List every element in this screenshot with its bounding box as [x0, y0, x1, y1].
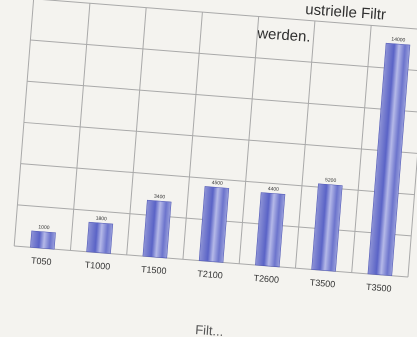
- x-tick-label: T3500: [309, 277, 335, 289]
- grid-line-h: [20, 163, 415, 196]
- bar-T3500: [311, 183, 343, 272]
- grid-line-v: [351, 25, 372, 273]
- grid-line-v: [238, 16, 260, 264]
- data-labels: 1000 1800 3400 4500 4400 5200 14000: [38, 37, 406, 232]
- bar-T1500: [142, 199, 172, 259]
- plot-area: T050 T1000 T1500 T2100 T2600 T3500 T3500 10001…: [13, 0, 417, 294]
- bar-T3500: [367, 42, 411, 277]
- x-tick-labels: T050 T1000 T1500 T2100 T2600 T3500 T3500: [31, 255, 392, 293]
- bar-T2600: [255, 192, 286, 268]
- x-axis-label-partial: Filt...: [195, 322, 224, 337]
- bar-T050: [30, 230, 56, 250]
- data-label: 1000: [38, 224, 50, 231]
- data-label: 1800: [95, 216, 107, 223]
- bars: [30, 42, 411, 277]
- x-tick-label: T2100: [197, 269, 223, 281]
- data-label: 5200: [325, 177, 337, 184]
- header-text-line1: ustrielle Filtr: [305, 1, 387, 24]
- data-label: 4400: [268, 186, 280, 193]
- x-tick-label: T1000: [84, 260, 110, 272]
- x-tick-label: T050: [31, 255, 52, 267]
- x-tick-label: T1500: [141, 264, 167, 276]
- grid-line-v: [126, 7, 147, 255]
- grid-line-h: [27, 80, 417, 113]
- data-label: 14000: [391, 37, 406, 44]
- grid-line-v: [294, 20, 316, 269]
- data-label: 4500: [211, 180, 223, 187]
- x-tick-label: T2600: [253, 273, 279, 285]
- grid-line-v: [182, 12, 203, 260]
- grid-line-v: [69, 3, 91, 251]
- data-label: 3400: [154, 194, 166, 201]
- grid-line-h: [23, 121, 417, 154]
- grid-line-v: [13, 0, 35, 247]
- grid-line-v: [407, 29, 417, 278]
- grid-line-h: [30, 39, 417, 72]
- bar-T1000: [86, 221, 114, 254]
- header-text-line2: werden.: [256, 25, 311, 46]
- grid-line-h: [33, 0, 417, 31]
- bar-T2100: [198, 186, 230, 263]
- x-tick-label: T3500: [366, 282, 392, 294]
